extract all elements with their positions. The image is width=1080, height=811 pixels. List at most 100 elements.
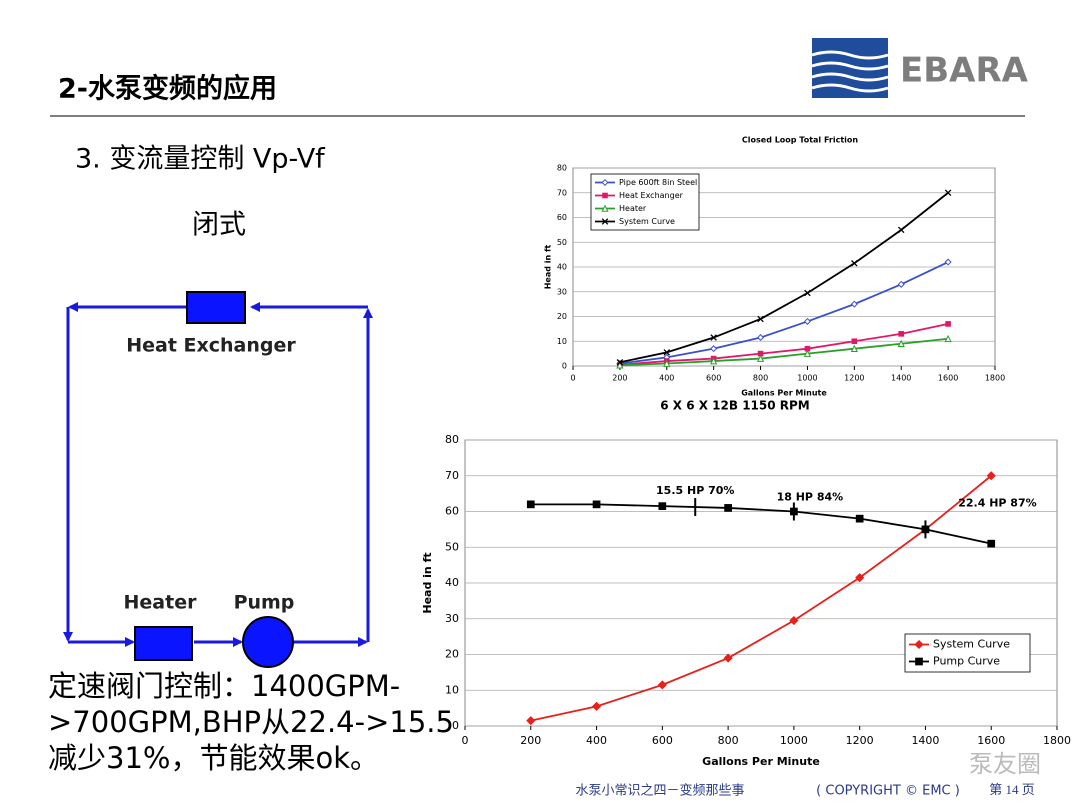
legend-label: System Curve: [933, 638, 1010, 651]
data-point: [658, 502, 667, 510]
heat-exchanger-label: Heat Exchanger: [126, 335, 296, 357]
legend-marker: [601, 178, 609, 187]
legend-label: Heater: [619, 204, 647, 213]
y-tick-label: 80: [557, 164, 567, 173]
annotation: 22.4 HP 87%: [958, 496, 1036, 509]
x-tick-label: 1400: [891, 374, 911, 383]
data-point: [850, 300, 858, 308]
legend-label: System Curve: [619, 217, 675, 226]
data-point: [663, 349, 671, 356]
data-point: [724, 504, 732, 512]
y-tick-label: 10: [445, 683, 459, 696]
y-tick-label: 70: [557, 188, 567, 197]
x-tick-label: 200: [520, 734, 541, 747]
y-tick-label: 10: [557, 337, 567, 346]
x-tick-label: 400: [659, 374, 674, 383]
footer-text: 水泵小常识之四－变频那些事: [575, 783, 744, 799]
data-point: [897, 280, 905, 288]
legend-marker: [601, 204, 609, 212]
heat-exchanger-box: [186, 291, 246, 324]
logo: EBARA: [811, 38, 1029, 98]
data-point: [987, 539, 996, 548]
x-tick-label: 400: [586, 734, 607, 747]
x-tick-label: 600: [652, 734, 673, 747]
x-tick-label: 200: [612, 374, 627, 383]
item-heading: 3. 变流量控制 Vp-Vf: [75, 144, 326, 175]
heater-label: Heater: [124, 592, 198, 614]
data-point: [757, 350, 764, 357]
series-line: [619, 261, 949, 365]
y-axis-label: Head in ft: [544, 245, 553, 290]
x-tick-label: 600: [706, 374, 721, 383]
x-axis-label: Gallons Per Minute: [741, 389, 827, 398]
series-line: [619, 323, 949, 366]
data-point: [855, 573, 865, 583]
data-point: [851, 260, 858, 267]
x-tick-label: 1200: [844, 374, 864, 383]
data-point: [855, 514, 864, 523]
legend-marker: [601, 218, 609, 225]
data-point: [803, 349, 812, 357]
x-tick-label: 1600: [938, 374, 958, 383]
x-tick-label: 1600: [977, 734, 1005, 747]
data-point: [944, 334, 952, 343]
legend-marker: [602, 192, 608, 199]
slide-title: 2-水泵变频的应用: [58, 73, 277, 105]
data-point: [804, 345, 811, 352]
footer-page: 第 14 页: [989, 782, 1035, 797]
note-line: 减少31%，节能效果ok。: [48, 741, 379, 775]
loop-diagram: [63, 302, 373, 647]
legend-label: Pipe 600ft 8in Steel: [619, 178, 697, 187]
y-tick-label: 0: [562, 362, 567, 371]
data-point: [757, 334, 765, 342]
data-point: [710, 334, 717, 341]
data-point: [944, 258, 952, 266]
data-point: [663, 359, 671, 367]
series-line: [619, 337, 949, 367]
data-point: [756, 354, 765, 362]
x-tick-label: 800: [753, 374, 768, 383]
data-point: [898, 331, 905, 337]
data-point: [804, 289, 811, 297]
legend-label: Pump Curve: [933, 655, 1000, 668]
data-point: [723, 653, 733, 663]
data-point: [757, 315, 764, 323]
note-line: >700GPM,BHP从22.4->15.5: [48, 705, 454, 739]
data-point: [803, 317, 811, 325]
data-point: [616, 359, 624, 366]
x-tick-label: 1000: [797, 374, 817, 383]
y-tick-label: 20: [557, 312, 567, 321]
series-line: [530, 503, 992, 545]
y-tick-label: 20: [445, 648, 459, 661]
y-tick-label: 70: [445, 469, 459, 482]
data-point: [526, 500, 535, 509]
y-tick-label: 40: [445, 576, 459, 589]
pump-label: Pump: [234, 592, 295, 614]
data-point: [897, 226, 905, 234]
series-line: [530, 475, 992, 722]
pump-circle: [242, 616, 294, 668]
data-point: [851, 338, 858, 345]
x-tick-label: 0: [462, 734, 469, 747]
chart-title: 6 X 6 X 12B 1150 RPM: [660, 399, 810, 413]
series-line: [619, 192, 949, 364]
x-tick-label: 0: [570, 374, 575, 383]
y-tick-label: 30: [445, 612, 459, 625]
data-point: [657, 680, 667, 690]
item-subtitle: 闭式: [192, 210, 246, 241]
y-tick-label: 0: [452, 719, 459, 732]
legend-label: Heat Exchanger: [619, 191, 684, 200]
data-point: [945, 321, 951, 327]
y-tick-label: 80: [445, 433, 459, 446]
y-tick-label: 50: [445, 540, 459, 553]
data-point: [591, 701, 602, 711]
watermark: 泵友圈: [969, 750, 1041, 778]
x-tick-label: 1200: [846, 734, 874, 747]
x-axis-label: Gallons Per Minute: [702, 755, 820, 768]
data-point: [986, 471, 996, 481]
y-tick-label: 30: [557, 287, 567, 296]
y-tick-label: 50: [557, 238, 567, 247]
y-tick-label: 60: [445, 505, 459, 518]
data-point: [710, 357, 718, 365]
